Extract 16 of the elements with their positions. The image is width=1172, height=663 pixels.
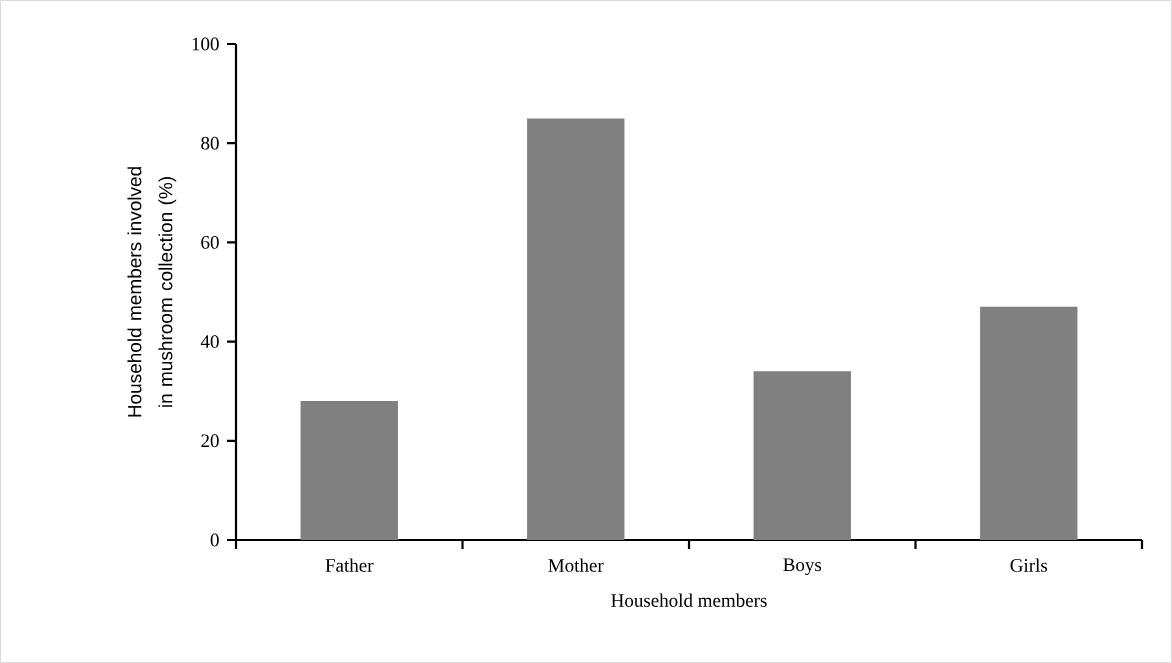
x-tick-label: Girls (1010, 558, 1048, 572)
y-tick-label: 100 (192, 37, 219, 51)
x-tick-label: Father (325, 558, 374, 572)
bar (753, 371, 851, 540)
x-tick-label: Boys (783, 558, 822, 576)
y-tick-label: 20 (201, 434, 219, 448)
bar (527, 118, 625, 540)
x-axis-title: Household members (611, 593, 767, 607)
bar (300, 401, 398, 540)
y-axis-title: Household members involved in mushroom collection (%) (127, 167, 177, 417)
y-tick-label: 60 (201, 235, 219, 249)
y-tick-label: 80 (201, 136, 219, 150)
y-tick-label: 40 (200, 335, 219, 348)
y-tick-label: 0 (210, 533, 219, 547)
x-tick-label: Mother (548, 558, 604, 572)
bar (980, 306, 1078, 540)
